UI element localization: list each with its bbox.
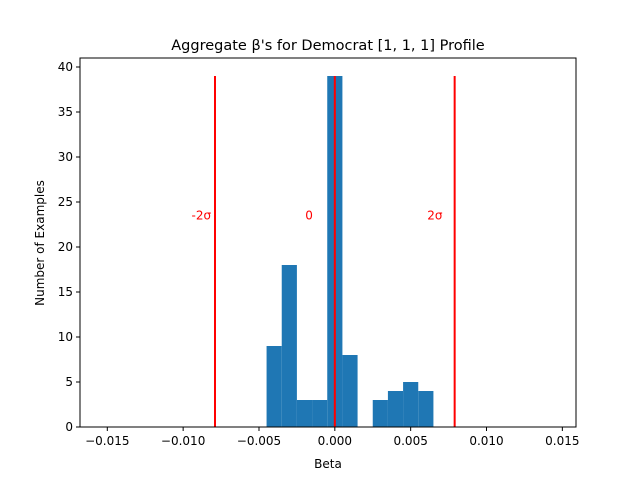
x-tick-label-2: −0.005 bbox=[237, 434, 281, 448]
y-tick-label-4: 20 bbox=[58, 240, 73, 254]
reference-label-2: 2σ bbox=[427, 209, 443, 223]
x-tick-label-5: 0.010 bbox=[469, 434, 503, 448]
histogram-bar-3 bbox=[312, 400, 328, 427]
reference-label-1: 0 bbox=[305, 209, 313, 223]
histogram-bar-1 bbox=[281, 265, 297, 427]
x-axis-label: Beta bbox=[314, 457, 342, 471]
y-tick-label-1: 5 bbox=[65, 375, 73, 389]
y-tick-label-2: 10 bbox=[58, 330, 73, 344]
histogram-bar-5 bbox=[342, 355, 358, 427]
histogram-bar-0 bbox=[266, 346, 282, 427]
x-tick-label-3: 0.000 bbox=[318, 434, 352, 448]
reference-lines-group bbox=[213, 76, 456, 427]
axes-frame bbox=[79, 57, 577, 428]
y-tick-label-5: 25 bbox=[58, 195, 73, 209]
histogram-bar-9 bbox=[418, 391, 434, 427]
histogram-bar-6 bbox=[372, 400, 388, 427]
x-tick-label-0: −0.015 bbox=[85, 434, 129, 448]
y-tick-label-3: 15 bbox=[58, 285, 73, 299]
y-axis-label: Number of Examples bbox=[33, 180, 47, 306]
y-tick-label-6: 30 bbox=[58, 150, 73, 164]
y-ticks-group: 0 5 10 15 20 25 30 35 40 bbox=[58, 60, 80, 434]
histogram-bar-2 bbox=[296, 400, 313, 427]
x-tick-label-6: 0.015 bbox=[545, 434, 579, 448]
x-ticks-group: −0.015 −0.010 −0.005 0.000 0.005 0.010 0.015 bbox=[85, 427, 580, 448]
reference-labels-group: -2σ 0 2σ bbox=[192, 209, 443, 223]
y-tick-label-0: 0 bbox=[65, 420, 73, 434]
x-tick-label-1: −0.010 bbox=[161, 434, 205, 448]
y-tick-label-7: 35 bbox=[58, 105, 73, 119]
x-tick-label-4: 0.005 bbox=[393, 434, 427, 448]
y-tick-label-8: 40 bbox=[58, 60, 73, 74]
reference-label-0: -2σ bbox=[192, 209, 212, 223]
histogram-bar-8 bbox=[403, 382, 419, 427]
chart-title: Aggregate β's for Democrat [1, 1, 1] Pro… bbox=[171, 38, 485, 54]
histogram-bar-7 bbox=[387, 391, 404, 427]
